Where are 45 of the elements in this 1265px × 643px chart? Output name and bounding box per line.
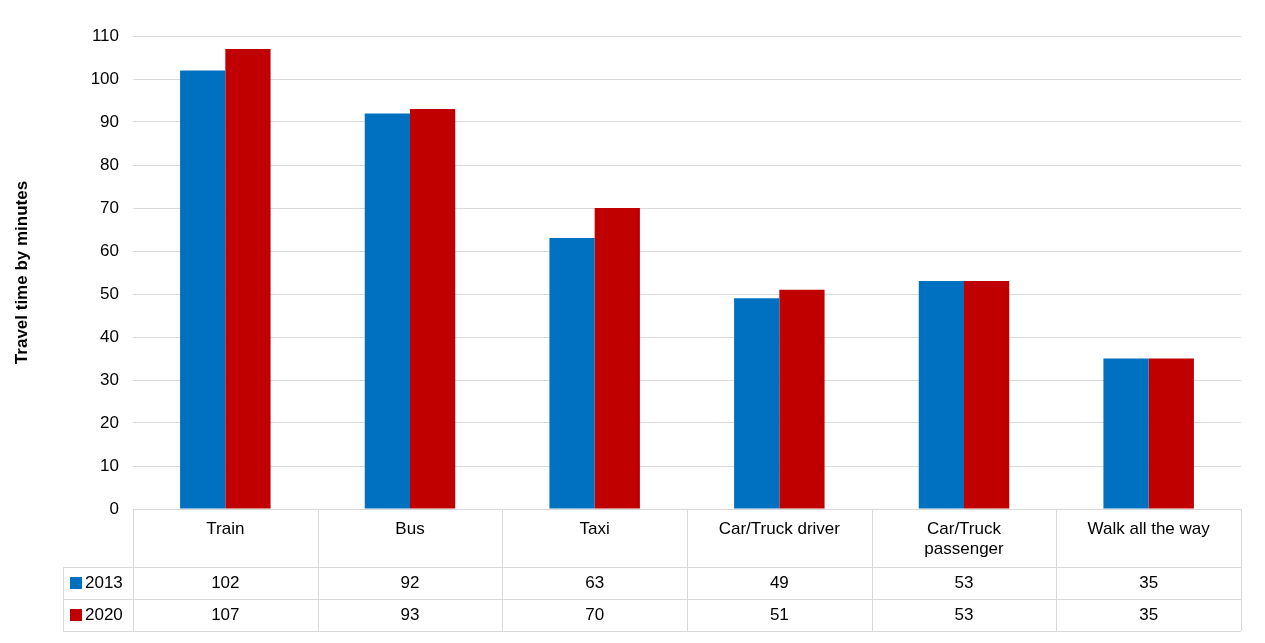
bar [180, 70, 226, 509]
x-tick-label: Car/Truck driver [718, 518, 841, 538]
legend-label: 2013 [85, 572, 123, 592]
data-label: 93 [400, 604, 420, 624]
y-tick-label: 20 [100, 412, 119, 432]
bar [779, 289, 825, 509]
data-label: 107 [211, 604, 240, 624]
data-label: 92 [400, 572, 420, 592]
y-tick-label: 70 [100, 197, 119, 217]
y-tick-label: 80 [100, 154, 119, 174]
data-label: 53 [954, 572, 974, 592]
x-tick-label: Train [206, 518, 245, 538]
bar [549, 238, 595, 509]
y-tick-label: 10 [100, 455, 119, 475]
data-label: 63 [585, 572, 605, 592]
data-label: 35 [1139, 604, 1159, 624]
x-tick-label: Bus [395, 518, 425, 538]
data-label: 70 [585, 604, 605, 624]
bar [410, 109, 456, 509]
x-tick-label: Car/Truck passenger [924, 518, 1005, 559]
bar [1148, 358, 1194, 509]
bar [964, 281, 1010, 509]
data-label: 49 [769, 572, 789, 592]
y-axis-title: Travel time by minutes [11, 180, 31, 365]
bar [918, 281, 964, 509]
y-tick-label: 90 [100, 111, 119, 131]
bar [594, 208, 640, 509]
y-tick-label: 50 [100, 283, 119, 303]
legend-label: 2020 [85, 604, 123, 624]
bar [225, 48, 271, 509]
x-tick-label: Walk all the way [1087, 518, 1211, 538]
bar [1103, 358, 1149, 509]
data-label: 35 [1139, 572, 1159, 592]
y-tick-label: 30 [100, 369, 119, 389]
data-label: 53 [954, 604, 974, 624]
x-tick-label: Taxi [579, 518, 610, 538]
y-tick-label: 40 [100, 326, 119, 346]
y-tick-label: 0 [109, 498, 119, 518]
y-tick-label: 100 [90, 68, 119, 88]
y-tick-label: 110 [91, 25, 119, 45]
data-label: 51 [769, 604, 789, 624]
bar [734, 298, 780, 509]
bar [364, 113, 410, 509]
y-tick-label: 60 [100, 240, 119, 260]
data-label: 102 [211, 572, 240, 592]
